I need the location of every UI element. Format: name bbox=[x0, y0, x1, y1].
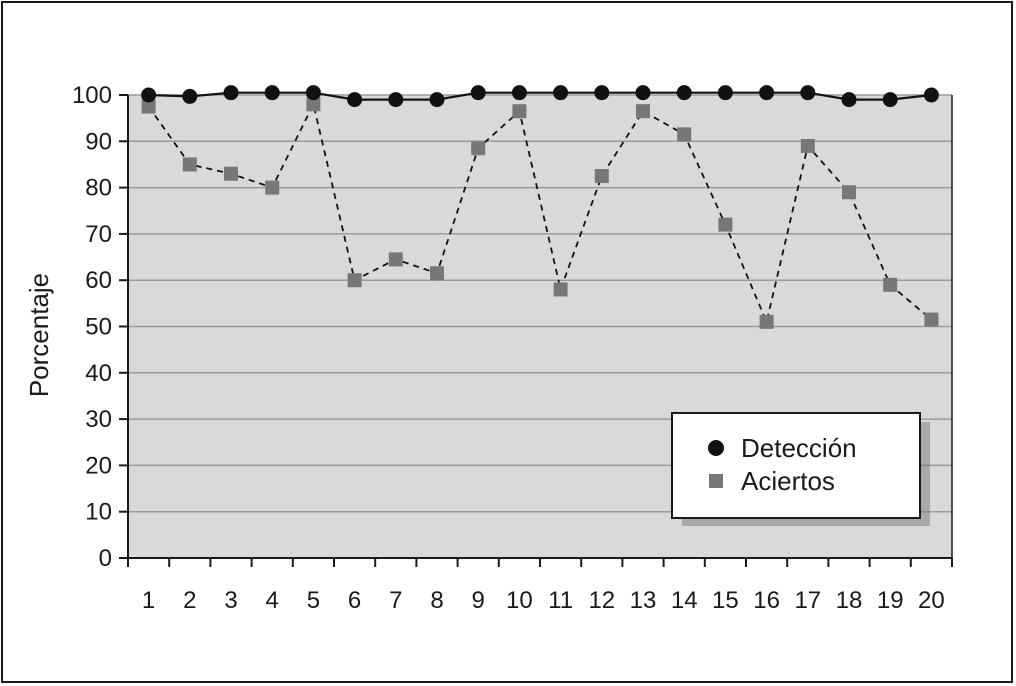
point-aciertos-4 bbox=[265, 180, 280, 195]
point-aciertos-17 bbox=[800, 138, 815, 153]
point-aciertos-19 bbox=[883, 277, 898, 292]
x-tick-label-18: 18 bbox=[836, 587, 863, 614]
series-line-aciertos bbox=[147, 101, 932, 325]
y-tick-label-80: 80 bbox=[85, 175, 112, 202]
y-tick-label-100: 100 bbox=[72, 82, 112, 109]
point-deteccion-20 bbox=[923, 87, 939, 103]
series-aciertos bbox=[141, 97, 939, 329]
axes bbox=[119, 94, 953, 567]
x-tick-label-4: 4 bbox=[266, 587, 279, 614]
point-aciertos-5 bbox=[306, 97, 321, 112]
x-tick-label-13: 13 bbox=[630, 587, 657, 614]
x-tick-label-9: 9 bbox=[472, 587, 485, 614]
x-tick-label-3: 3 bbox=[224, 587, 237, 614]
point-deteccion-4 bbox=[264, 85, 280, 101]
point-aciertos-11 bbox=[553, 282, 568, 297]
point-deteccion-14 bbox=[676, 85, 692, 101]
point-aciertos-18 bbox=[842, 185, 856, 200]
y-tick-label-70: 70 bbox=[85, 221, 112, 248]
y-tick-labels: 0 10 20 30 40 50 60 70 80 90 100 bbox=[72, 82, 112, 572]
series-deteccion bbox=[141, 85, 939, 108]
point-aciertos-2 bbox=[182, 157, 197, 172]
y-axis-title: Porcentaje bbox=[24, 273, 54, 397]
x-tick-label-16: 16 bbox=[753, 587, 780, 614]
x-tick-label-14: 14 bbox=[671, 587, 698, 614]
x-tick-label-1: 1 bbox=[142, 587, 155, 614]
point-deteccion-17 bbox=[800, 85, 816, 101]
point-deteccion-13 bbox=[635, 85, 651, 101]
y-tick-label-90: 90 bbox=[85, 128, 112, 155]
point-deteccion-9 bbox=[470, 85, 486, 101]
point-deteccion-7 bbox=[388, 92, 404, 108]
point-aciertos-8 bbox=[430, 266, 444, 281]
point-deteccion-19 bbox=[882, 92, 898, 108]
point-deteccion-16 bbox=[759, 85, 775, 101]
x-tick-label-7: 7 bbox=[389, 587, 402, 614]
point-aciertos-1 bbox=[141, 99, 156, 114]
y-tick-label-40: 40 bbox=[85, 360, 112, 387]
x-tick-label-10: 10 bbox=[506, 587, 533, 614]
legend-label-deteccion: Detección bbox=[741, 433, 857, 463]
point-aciertos-9 bbox=[471, 141, 486, 156]
legend-box bbox=[671, 412, 921, 519]
x-tick-label-2: 2 bbox=[183, 587, 196, 614]
point-deteccion-10 bbox=[511, 85, 527, 101]
x-tick-label-6: 6 bbox=[348, 587, 361, 614]
y-tick-label-20: 20 bbox=[85, 452, 112, 479]
point-aciertos-14 bbox=[677, 127, 692, 142]
legend-label-aciertos: Aciertos bbox=[741, 466, 835, 496]
x-tick-label-8: 8 bbox=[430, 587, 443, 614]
point-deteccion-1 bbox=[141, 87, 157, 103]
series bbox=[141, 85, 939, 329]
y-tick-label-30: 30 bbox=[85, 406, 112, 433]
legend: Detección Aciertos bbox=[671, 412, 930, 526]
point-aciertos-20 bbox=[924, 312, 939, 327]
point-deteccion-18 bbox=[841, 92, 857, 108]
legend-marker-deteccion bbox=[708, 440, 724, 456]
x-tick-label-20: 20 bbox=[918, 587, 945, 614]
point-aciertos-16 bbox=[759, 314, 774, 329]
point-deteccion-12 bbox=[594, 85, 610, 101]
y-tick-label-60: 60 bbox=[85, 267, 112, 294]
point-deteccion-15 bbox=[717, 85, 733, 101]
point-aciertos-13 bbox=[636, 104, 650, 119]
point-deteccion-5 bbox=[305, 85, 321, 101]
point-aciertos-12 bbox=[594, 169, 609, 184]
point-deteccion-6 bbox=[347, 92, 363, 108]
point-deteccion-2 bbox=[182, 88, 198, 104]
x-tick-label-19: 19 bbox=[877, 587, 904, 614]
y-tick-label-50: 50 bbox=[85, 314, 112, 341]
x-tick-label-11: 11 bbox=[548, 587, 573, 614]
point-deteccion-8 bbox=[429, 92, 445, 108]
x-tick-label-12: 12 bbox=[588, 587, 615, 614]
point-aciertos-6 bbox=[347, 273, 362, 288]
point-aciertos-10 bbox=[512, 104, 527, 119]
point-aciertos-3 bbox=[224, 166, 238, 181]
point-deteccion-11 bbox=[553, 85, 569, 101]
point-aciertos-15 bbox=[718, 217, 733, 232]
point-deteccion-3 bbox=[223, 85, 239, 101]
legend-marker-aciertos bbox=[709, 474, 723, 488]
y-tick-label-10: 10 bbox=[85, 499, 112, 526]
x-tick-label-5: 5 bbox=[307, 587, 320, 614]
point-aciertos-7 bbox=[388, 252, 403, 267]
x-tick-labels: 1 2 3 4 5 6 7 8 9 10 11 12 13 14 15 16 17 18 19 20 bbox=[142, 587, 945, 614]
x-tick-label-15: 15 bbox=[712, 587, 739, 614]
x-tick-label-17: 17 bbox=[794, 587, 821, 614]
y-tick-label-0: 0 bbox=[99, 545, 112, 572]
